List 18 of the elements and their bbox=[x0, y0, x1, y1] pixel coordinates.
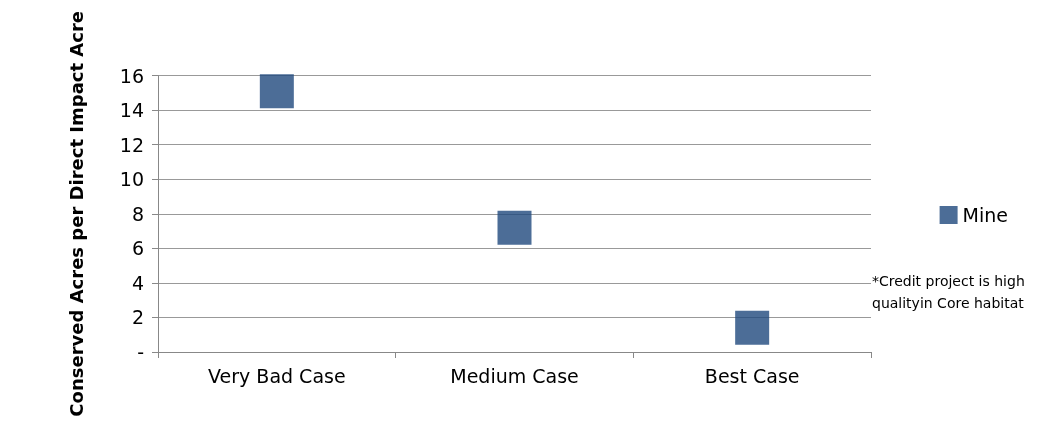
point bbox=[735, 310, 770, 345]
y-tick-label: 4 bbox=[131, 271, 144, 294]
y-tick-label: 6 bbox=[131, 237, 144, 260]
text: *Credit project is high qualityin Core habitat bbox=[872, 273, 1030, 311]
y-tick-label: 10 bbox=[119, 168, 144, 191]
y-tick-label: 2 bbox=[131, 306, 144, 329]
x-tick-label: Medium Case bbox=[450, 364, 579, 387]
y-tick-label: 14 bbox=[119, 99, 144, 122]
point bbox=[497, 210, 532, 245]
y-tick-label: 16 bbox=[119, 64, 144, 87]
y-axis-title: Conserved Acres per Direct Impact Acre bbox=[65, 11, 87, 417]
y-tick-label: 12 bbox=[119, 133, 144, 156]
y-tick-label: 8 bbox=[131, 202, 144, 225]
y-tick-label: - bbox=[137, 341, 144, 363]
x-tick-label: Very Bad Case bbox=[208, 364, 346, 387]
point bbox=[259, 74, 294, 109]
legend-label: Mine bbox=[962, 204, 1008, 226]
x-tick-label: Best Case bbox=[704, 364, 800, 387]
